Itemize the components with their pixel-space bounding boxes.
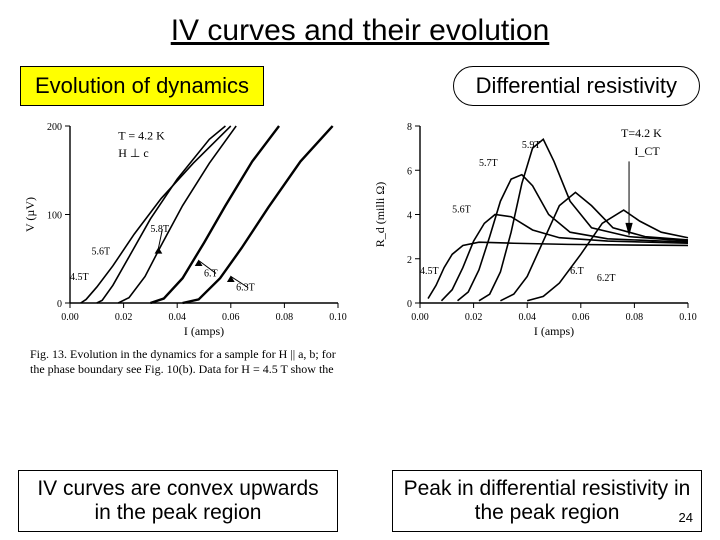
svg-text:0.02: 0.02 <box>115 312 133 323</box>
svg-text:6.3T: 6.3T <box>236 283 255 294</box>
left-chart-wrap: 0.00 0.02 0.04 0.06 0.08 0.10 0 100 200 I (amps) V… <box>20 116 350 377</box>
svg-text:V (µV): V (µV) <box>23 197 37 232</box>
slide-title: IV curves and their evolution <box>0 0 720 66</box>
svg-text:5.8T: 5.8T <box>150 224 169 235</box>
charts-row: 0.00 0.02 0.04 0.06 0.08 0.10 0 100 200 I (amps) V… <box>0 106 720 377</box>
svg-text:2: 2 <box>407 255 412 266</box>
svg-text:4: 4 <box>407 211 412 222</box>
svg-text:0.04: 0.04 <box>168 312 186 323</box>
header-left-box: Evolution of dynamics <box>20 66 264 106</box>
svg-text:5.6T: 5.6T <box>452 204 471 215</box>
svg-text:I_CT: I_CT <box>634 144 660 158</box>
svg-text:6: 6 <box>407 166 412 177</box>
svg-text:4.5T: 4.5T <box>70 272 89 283</box>
svg-text:T = 4.2 K: T = 4.2 K <box>118 128 165 142</box>
svg-text:0: 0 <box>407 299 412 310</box>
iv-curves-chart: 0.00 0.02 0.04 0.06 0.08 0.10 0 100 200 I (amps) V… <box>20 116 350 341</box>
svg-text:5.9T: 5.9T <box>522 140 541 151</box>
svg-text:100: 100 <box>47 211 62 222</box>
svg-text:0.06: 0.06 <box>222 312 240 323</box>
svg-text:0.08: 0.08 <box>276 312 294 323</box>
svg-text:6.2T: 6.2T <box>597 273 616 284</box>
svg-text:5.7T: 5.7T <box>479 158 498 169</box>
svg-text:H ⊥ c: H ⊥ c <box>118 146 148 160</box>
header-row: Evolution of dynamics Differential resis… <box>0 66 720 106</box>
svg-text:200: 200 <box>47 122 62 133</box>
bottom-right-text: Peak in differential resistivity in the … <box>404 477 691 524</box>
bottom-left-box: IV curves are convex upwards in the peak… <box>18 470 338 532</box>
header-right-pill: Differential resistivity <box>453 66 700 106</box>
svg-text:0.10: 0.10 <box>329 312 347 323</box>
svg-text:0: 0 <box>57 299 62 310</box>
svg-text:5.6T: 5.6T <box>91 246 110 257</box>
svg-text:0.10: 0.10 <box>679 312 697 323</box>
svg-text:0.00: 0.00 <box>61 312 79 323</box>
svg-text:6.T: 6.T <box>570 266 584 277</box>
svg-text:0.08: 0.08 <box>626 312 644 323</box>
svg-text:0.04: 0.04 <box>518 312 536 323</box>
bottom-right-box: Peak in differential resistivity in the … <box>392 470 702 532</box>
bottom-row: IV curves are convex upwards in the peak… <box>0 470 720 540</box>
svg-text:R_d (milli Ω): R_d (milli Ω) <box>373 182 387 248</box>
svg-text:8: 8 <box>407 122 412 133</box>
svg-text:4.5T: 4.5T <box>420 266 439 277</box>
svg-text:I (amps): I (amps) <box>534 324 574 338</box>
svg-text:0.00: 0.00 <box>411 312 429 323</box>
svg-text:0.02: 0.02 <box>465 312 483 323</box>
svg-text:0.06: 0.06 <box>572 312 590 323</box>
svg-text:I (amps): I (amps) <box>184 324 224 338</box>
svg-text:T=4.2 K: T=4.2 K <box>621 126 662 140</box>
figure-caption: Fig. 13. Evolution in the dynamics for a… <box>20 341 350 377</box>
slide-number: 24 <box>679 510 693 525</box>
differential-resistivity-chart: 0.00 0.02 0.04 0.06 0.08 0.10 0 2 4 6 8 I (amps) R_d… <box>370 116 700 341</box>
right-chart-wrap: 0.00 0.02 0.04 0.06 0.08 0.10 0 2 4 6 8 I (amps) R_d… <box>370 116 700 377</box>
